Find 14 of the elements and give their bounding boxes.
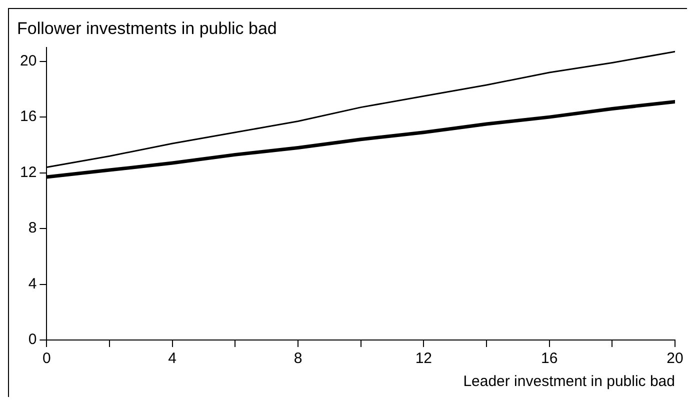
y-tick-label: 12	[20, 164, 37, 181]
chart-title: Follower investments in public bad	[17, 18, 277, 38]
y-tick-label: 4	[28, 275, 37, 292]
x-tick-label: 0	[42, 350, 51, 368]
x-axis-title: Leader investment in public bad	[463, 373, 675, 390]
y-tick-label: 8	[28, 220, 37, 237]
y-tick-label: 0	[28, 331, 37, 348]
x-tick-label: 4	[168, 350, 177, 368]
y-tick-label: 20	[20, 52, 37, 70]
x-tick-label: 20	[666, 350, 684, 368]
y-tick-label: 16	[20, 108, 37, 126]
x-tick-label: 12	[415, 350, 432, 368]
x-tick-label: 16	[540, 350, 558, 368]
x-tick-label: 8	[294, 350, 302, 368]
